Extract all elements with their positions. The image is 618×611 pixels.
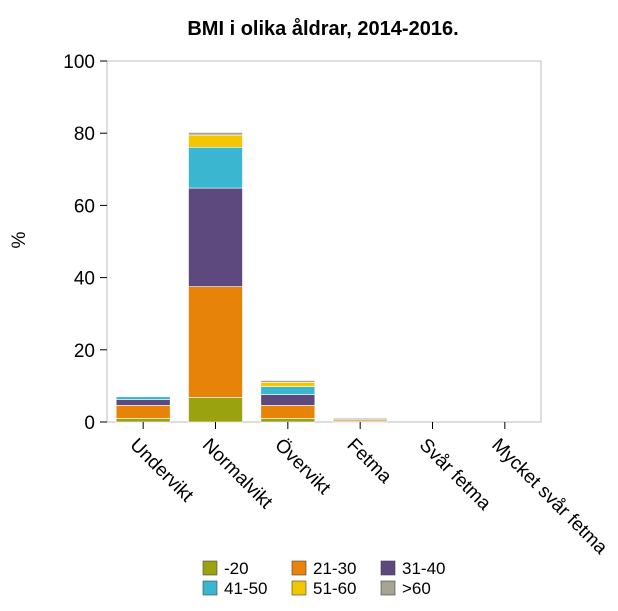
bar-segment: [189, 287, 243, 398]
bar-segment: [261, 418, 315, 422]
y-axis-label: %: [9, 231, 30, 248]
bar-segment: [189, 147, 243, 188]
x-tick-label: Undervikt: [126, 435, 198, 507]
y-tick-label: 100: [63, 52, 95, 73]
bar-segment: [261, 395, 315, 406]
y-tick-label: 0: [84, 413, 95, 434]
y-tick-label: 80: [74, 124, 95, 145]
legend-label: 31-40: [402, 559, 445, 578]
y-tick-label: 40: [74, 269, 95, 290]
bar-segment: [116, 405, 170, 418]
legend-label: 41-50: [224, 579, 267, 598]
legend-label: -20: [224, 559, 249, 578]
legend-label: 21-30: [313, 559, 356, 578]
bar-segment: [189, 397, 243, 422]
x-tick-label: Mycket svår fetma: [487, 435, 611, 559]
chart-title: BMI i olika åldrar, 2014-2016.: [187, 17, 458, 40]
bar-segment: [116, 400, 170, 406]
legend: -20 21-30 31-40 41-50 51-60 >60: [203, 559, 445, 598]
legend-label: 51-60: [313, 579, 356, 598]
legend-swatch: [381, 561, 395, 575]
bar-segment: [261, 380, 315, 382]
bar-segment: [261, 382, 315, 386]
x-tick-label: Normalvikt: [198, 435, 277, 514]
y-tick-label: 60: [74, 196, 95, 217]
legend-swatch: [292, 561, 306, 575]
bar-segment: [189, 188, 243, 287]
bar-segment: [261, 387, 315, 395]
bar-segment: [116, 397, 170, 400]
legend-label: >60: [402, 579, 431, 598]
legend-swatch: [292, 581, 306, 595]
bar-segment: [261, 405, 315, 418]
bar-segment: [116, 418, 170, 422]
x-tick-label: Övervikt: [270, 435, 335, 500]
bar-segment: [189, 135, 243, 147]
x-tick-label: Fetma: [343, 435, 396, 488]
legend-swatch: [381, 581, 395, 595]
y-tick-label: 20: [74, 341, 95, 362]
bar-segment: [189, 132, 243, 135]
legend-swatch: [203, 561, 217, 575]
x-tick-label: Svår fetma: [415, 435, 495, 515]
plot-area: [107, 61, 541, 422]
legend-swatch: [203, 581, 217, 595]
